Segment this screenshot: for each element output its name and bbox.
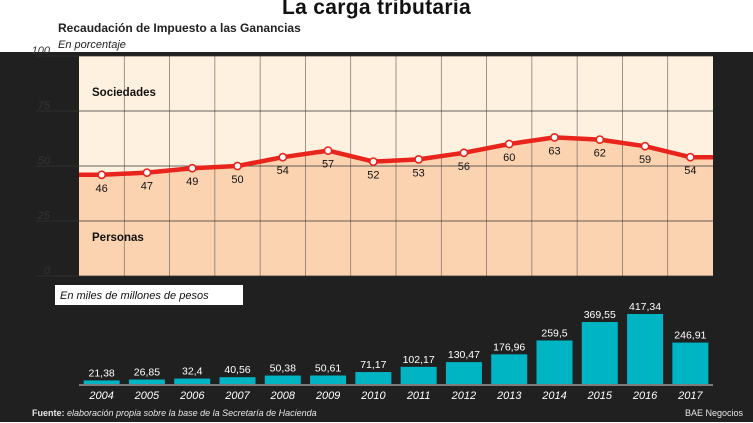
y-tick-label: 75 — [38, 100, 51, 112]
data-point — [187, 163, 197, 173]
bar-value-label: 369,55 — [584, 309, 616, 321]
personas-line — [79, 135, 713, 178]
bar — [128, 379, 165, 384]
bar — [219, 377, 256, 384]
bar — [355, 372, 392, 384]
x-tick-label: 2015 — [587, 390, 613, 402]
data-point — [414, 154, 424, 164]
data-point — [323, 146, 333, 155]
source-text: elaboración propia sobre la base de la S… — [67, 408, 317, 418]
y-tick-label: 25 — [37, 210, 51, 222]
bar-value-label: 102,17 — [403, 354, 435, 366]
bar — [672, 342, 709, 384]
bar — [174, 378, 211, 384]
bar-unit-label: En miles de millones de pesos — [60, 290, 209, 302]
data-label: 54 — [684, 165, 696, 177]
bar-chart: En miles de millones de pesos 21,38 2004 26… — [55, 285, 713, 402]
bar-value-label: 50,38 — [270, 363, 296, 375]
data-point — [550, 132, 559, 142]
bar — [445, 362, 482, 384]
bar — [491, 354, 528, 384]
bar — [264, 375, 301, 384]
data-label: 59 — [639, 154, 651, 166]
data-label: 54 — [277, 165, 289, 177]
x-tick-label: 2014 — [541, 390, 566, 402]
y-tick-label: 0 — [44, 265, 51, 277]
data-label: 60 — [503, 152, 515, 164]
data-point — [595, 135, 605, 144]
data-label: 50 — [231, 174, 243, 186]
data-point — [233, 161, 242, 171]
source-note: Fuente: elaboración propia sobre la base… — [32, 408, 317, 418]
bar-value-label: 26,85 — [134, 366, 160, 378]
x-tick-label: 2011 — [406, 390, 431, 402]
bar-unit-label-box — [55, 285, 243, 305]
line-chart: 0 25 50 75 100 Sociedades Personas 46 47 49 50 54 57… — [32, 45, 713, 277]
x-tick-label: 2006 — [179, 390, 205, 402]
bar — [536, 340, 573, 384]
y-tick-label: 50 — [38, 155, 51, 167]
bar-value-label: 50,61 — [315, 363, 341, 375]
bar-value-label: 246,91 — [674, 330, 706, 342]
data-point — [278, 152, 288, 162]
data-label: 52 — [367, 170, 379, 182]
chart-subtitle: Recaudación de Impuesto a las Ganancias — [58, 21, 301, 35]
data-label: 46 — [96, 183, 108, 195]
x-tick-label: 2008 — [270, 390, 296, 402]
bar — [581, 322, 618, 384]
data-label: 62 — [594, 148, 606, 160]
data-label: 57 — [322, 159, 334, 171]
bar-value-label: 21,38 — [89, 367, 115, 379]
x-tick-label: 2017 — [677, 390, 703, 402]
bar-value-label: 32,4 — [182, 366, 203, 378]
x-tick-label: 2013 — [496, 390, 522, 402]
x-tick-label: 2004 — [88, 390, 113, 402]
y-tick-label: 100 — [32, 45, 51, 57]
bar-value-label: 71,17 — [360, 359, 386, 371]
personas-label: Personas — [92, 232, 144, 244]
chart-title: La carga tributaria — [282, 0, 471, 19]
bar — [83, 380, 120, 384]
x-tick-label: 2005 — [134, 390, 160, 402]
sociedades-label: Sociedades — [92, 87, 156, 99]
bar-value-label: 417,34 — [629, 301, 661, 313]
data-point — [97, 170, 107, 180]
data-point — [142, 168, 152, 177]
x-tick-label: 2009 — [315, 390, 340, 402]
bar-value-label: 259,5 — [541, 327, 567, 339]
source-label: Fuente: — [32, 408, 65, 418]
bar — [627, 314, 664, 384]
data-label: 49 — [186, 176, 198, 188]
x-tick-label: 2016 — [632, 390, 658, 402]
data-point — [459, 148, 469, 158]
data-label: 53 — [413, 167, 425, 179]
brand-credit: BAE Negocios — [684, 408, 743, 418]
line-unit-label: En porcentaje — [58, 39, 126, 51]
x-tick-label: 2012 — [451, 390, 476, 402]
bar — [400, 366, 437, 384]
bar-value-label: 130,47 — [448, 349, 480, 361]
data-point — [368, 157, 378, 166]
x-tick-label: 2007 — [224, 390, 250, 402]
data-point — [685, 152, 695, 162]
data-label: 47 — [141, 181, 153, 193]
data-label: 56 — [458, 161, 470, 173]
data-point — [640, 141, 650, 151]
bar-value-label: 40,56 — [224, 364, 250, 376]
bar-value-label: 176,96 — [493, 341, 525, 353]
x-tick-label: 2010 — [360, 390, 386, 402]
bar — [310, 375, 347, 384]
data-point — [504, 139, 514, 149]
data-label: 63 — [548, 145, 560, 157]
